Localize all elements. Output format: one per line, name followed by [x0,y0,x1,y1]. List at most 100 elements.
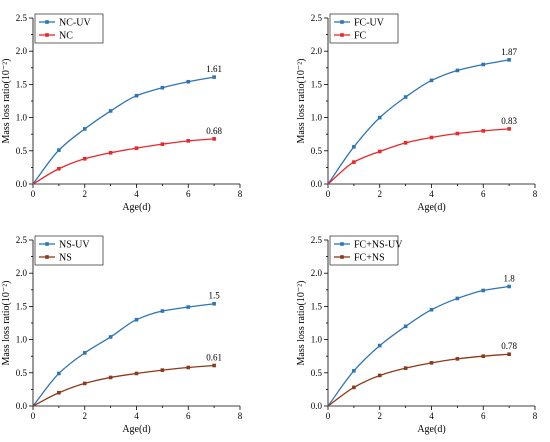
data-point [481,354,486,358]
data-point [429,307,434,312]
x-axis-title: Age(d) [122,424,150,435]
data-point [212,75,216,79]
data-point [403,324,408,329]
series-2: 0.68 [32,126,223,185]
data-point [455,296,460,301]
data-point [352,145,356,149]
data-point [352,385,356,390]
legend: NS-UV NS [34,235,104,266]
series-1: 1.5 [32,291,221,407]
data-point [507,127,511,131]
data-point [377,343,382,348]
y-tick-label: 2.0 [16,268,28,278]
data-point [82,127,87,131]
end-value-label: 1.5 [209,291,221,301]
y-tick-label: 0.0 [16,401,28,411]
series-line [32,138,215,185]
data-point [352,369,356,373]
data-point [134,371,139,376]
y-tick-label: 1.0 [311,335,323,345]
series-line [32,303,215,407]
y-tick-label: 0.5 [311,368,323,378]
data-point [186,305,191,309]
legend-item: NC [39,31,73,42]
legend-marker [45,33,49,37]
x-tick-label: 2 [378,411,383,421]
data-point [507,352,511,357]
x-tick-label: 6 [186,189,191,199]
data-point [108,375,113,380]
y-axis-title: Mass loss ratio(10⁻²) [296,59,307,144]
data-point [108,335,113,339]
data-point [429,361,434,365]
end-value-label: 0.83 [501,116,517,126]
legend: FC-UV FC [329,13,399,44]
x-tick-label: 8 [238,189,243,199]
legend-box [34,235,104,266]
data-point [57,390,61,395]
data-point [403,95,408,99]
y-axis-title: Mass loss ratio(10⁻²) [296,281,307,366]
series-line [32,364,215,407]
data-point [455,131,460,136]
data-point [377,149,382,154]
series-2: 0.61 [32,352,222,407]
legend-label: NS-UV [59,240,90,251]
legend-label: NC [59,31,73,42]
y-tick-label: 2.0 [16,46,28,56]
y-tick-label: 1.5 [16,301,28,311]
legend-label: NC-UV [59,18,91,29]
end-value-label: 1.8 [504,273,516,283]
legend-item: FC-UV [334,18,385,29]
data-point [455,357,460,361]
legend-item: FC+NS-UV [334,240,403,251]
legend-item: NS [39,253,72,264]
x-tick-label: 4 [134,189,139,199]
y-tick-label: 1.5 [16,79,28,89]
legend-label: FC+NS-UV [354,240,403,251]
data-point [429,135,434,140]
x-tick-label: 6 [186,411,191,421]
data-point [352,160,356,164]
chart-panel-1: 0 2 4 6 8 0.0 0.5 1.0 1.5 2.0 2.5 Age(d) Mass loss r… [1,13,243,213]
series-line [327,59,510,185]
legend-marker [340,33,344,37]
legend-marker [340,20,344,24]
x-tick-label: 6 [481,189,486,199]
series-line [327,285,510,407]
legend-marker [45,242,49,246]
y-tick-label: 2.5 [16,235,28,245]
y-tick-label: 1.0 [16,113,28,123]
end-value-label: 1.87 [501,47,517,57]
series-1: 1.87 [327,47,518,185]
x-tick-label: 2 [83,411,88,421]
legend-box [329,13,399,44]
x-tick-label: 2 [83,189,88,199]
series-line [327,353,510,407]
y-tick-label: 2.0 [311,268,323,278]
data-point [134,93,139,98]
data-point [160,85,165,90]
data-point [481,62,486,67]
data-point [377,373,382,378]
data-point [134,317,139,322]
end-value-label: 0.68 [206,126,222,136]
legend-item: FC [334,31,367,42]
data-point [403,366,408,370]
x-tick-label: 4 [429,411,434,421]
x-tick-label: 6 [481,411,486,421]
data-point [82,351,87,355]
data-point [481,288,486,293]
data-point [507,58,511,62]
y-tick-label: 1.5 [311,301,323,311]
data-point [481,129,486,133]
series-1: 1.61 [32,64,222,185]
data-point [82,381,87,386]
data-point [57,148,61,152]
legend-item: NS-UV [39,240,90,251]
series-2: 0.78 [327,341,518,407]
legend-marker [340,242,344,246]
legend-label: FC [354,31,367,42]
legend-box [34,13,104,44]
